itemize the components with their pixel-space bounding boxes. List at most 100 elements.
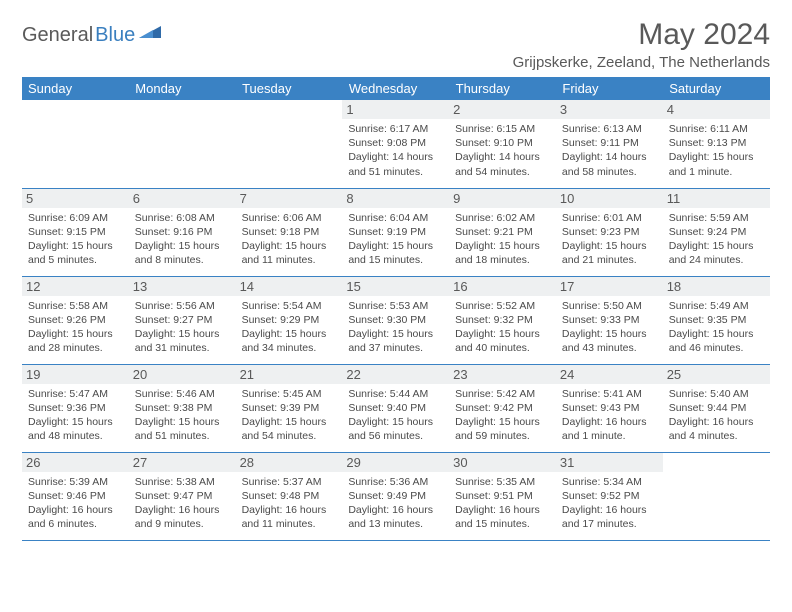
daylight-text: Daylight: 15 hours and 5 minutes. (28, 239, 125, 267)
day-number: 22 (342, 365, 449, 384)
sunrise-text: Sunrise: 5:44 AM (348, 387, 445, 401)
day-details: Sunrise: 5:38 AMSunset: 9:47 PMDaylight:… (133, 475, 232, 532)
calendar-day-cell: 31Sunrise: 5:34 AMSunset: 9:52 PMDayligh… (556, 452, 663, 540)
daylight-text: Daylight: 15 hours and 59 minutes. (455, 415, 552, 443)
sunset-text: Sunset: 9:27 PM (135, 313, 232, 327)
sunrise-text: Sunrise: 6:17 AM (348, 122, 445, 136)
day-number: 6 (129, 189, 236, 208)
empty-day (22, 100, 129, 119)
calendar-day-cell: 17Sunrise: 5:50 AMSunset: 9:33 PMDayligh… (556, 276, 663, 364)
day-number: 29 (342, 453, 449, 472)
sunset-text: Sunset: 9:51 PM (455, 489, 552, 503)
daylight-text: Daylight: 15 hours and 24 minutes. (669, 239, 766, 267)
calendar-day-cell: 27Sunrise: 5:38 AMSunset: 9:47 PMDayligh… (129, 452, 236, 540)
calendar-day-cell (22, 100, 129, 188)
day-number: 15 (342, 277, 449, 296)
daylight-text: Daylight: 14 hours and 54 minutes. (455, 150, 552, 178)
day-number: 23 (449, 365, 556, 384)
sunset-text: Sunset: 9:48 PM (242, 489, 339, 503)
day-number: 16 (449, 277, 556, 296)
daylight-text: Daylight: 16 hours and 9 minutes. (135, 503, 232, 531)
day-number: 11 (663, 189, 770, 208)
day-number: 12 (22, 277, 129, 296)
calendar-day-cell: 8Sunrise: 6:04 AMSunset: 9:19 PMDaylight… (342, 188, 449, 276)
calendar-day-cell: 19Sunrise: 5:47 AMSunset: 9:36 PMDayligh… (22, 364, 129, 452)
sunset-text: Sunset: 9:38 PM (135, 401, 232, 415)
day-details: Sunrise: 5:46 AMSunset: 9:38 PMDaylight:… (133, 387, 232, 444)
sunset-text: Sunset: 9:30 PM (348, 313, 445, 327)
day-number: 25 (663, 365, 770, 384)
day-number: 28 (236, 453, 343, 472)
calendar-week-row: 1Sunrise: 6:17 AMSunset: 9:08 PMDaylight… (22, 100, 770, 188)
sunrise-text: Sunrise: 6:15 AM (455, 122, 552, 136)
daylight-text: Daylight: 15 hours and 28 minutes. (28, 327, 125, 355)
daylight-text: Daylight: 15 hours and 43 minutes. (562, 327, 659, 355)
sunset-text: Sunset: 9:18 PM (242, 225, 339, 239)
day-details: Sunrise: 6:06 AMSunset: 9:18 PMDaylight:… (240, 211, 339, 268)
weekday-header-row: Sunday Monday Tuesday Wednesday Thursday… (22, 77, 770, 100)
calendar-day-cell: 25 Sunrise: 5:40 AMSunset: 9:44 PMDayligh… (663, 364, 770, 452)
sunrise-text: Sunrise: 5:39 AM (28, 475, 125, 489)
daylight-text: Daylight: 15 hours and 46 minutes. (669, 327, 766, 355)
sunset-text: Sunset: 9:16 PM (135, 225, 232, 239)
sunset-text: Sunset: 9:49 PM (348, 489, 445, 503)
sunset-text: Sunset: 9:19 PM (348, 225, 445, 239)
calendar-week-row: 12 Sunrise: 5:58 AMSunset: 9:26 PMDayligh… (22, 276, 770, 364)
sunrise-text: Sunrise: 6:13 AM (562, 122, 659, 136)
calendar-day-cell: 15Sunrise: 5:53 AMSunset: 9:30 PMDayligh… (342, 276, 449, 364)
calendar-day-cell: 24Sunrise: 5:41 AMSunset: 9:43 PMDayligh… (556, 364, 663, 452)
day-details: Sunrise: 5:58 AMSunset: 9:26 PMDaylight:… (26, 299, 125, 356)
daylight-text: Daylight: 15 hours and 18 minutes. (455, 239, 552, 267)
daylight-text: Daylight: 15 hours and 48 minutes. (28, 415, 125, 443)
daylight-text: Daylight: 15 hours and 40 minutes. (455, 327, 552, 355)
weekday-header: Friday (556, 77, 663, 100)
day-number: 18 (663, 277, 770, 296)
calendar-day-cell: 13Sunrise: 5:56 AMSunset: 9:27 PMDayligh… (129, 276, 236, 364)
weekday-header: Tuesday (236, 77, 343, 100)
logo-text-2: Blue (95, 24, 135, 47)
sunset-text: Sunset: 9:44 PM (669, 401, 766, 415)
sunrise-text: Sunrise: 5:36 AM (348, 475, 445, 489)
title-block: May 2024 Grijpskerke, Zeeland, The Nethe… (513, 18, 770, 71)
day-details: Sunrise: 5:59 AMSunset: 9:24 PMDaylight:… (667, 211, 766, 268)
logo-text-1: General (22, 24, 93, 47)
sunrise-text: Sunrise: 5:50 AM (562, 299, 659, 313)
day-number: 21 (236, 365, 343, 384)
sunset-text: Sunset: 9:46 PM (28, 489, 125, 503)
sunrise-text: Sunrise: 5:37 AM (242, 475, 339, 489)
daylight-text: Daylight: 15 hours and 21 minutes. (562, 239, 659, 267)
day-details: Sunrise: 6:04 AMSunset: 9:19 PMDaylight:… (346, 211, 445, 268)
sunrise-text: Sunrise: 6:06 AM (242, 211, 339, 225)
day-number: 17 (556, 277, 663, 296)
calendar-week-row: 19Sunrise: 5:47 AMSunset: 9:36 PMDayligh… (22, 364, 770, 452)
logo-triangle-icon (139, 22, 161, 43)
daylight-text: Daylight: 15 hours and 1 minute. (669, 150, 766, 178)
sunrise-text: Sunrise: 5:42 AM (455, 387, 552, 401)
calendar-day-cell: 12 Sunrise: 5:58 AMSunset: 9:26 PMDayligh… (22, 276, 129, 364)
day-details: Sunrise: 5:42 AMSunset: 9:42 PMDaylight:… (453, 387, 552, 444)
day-details: Sunrise: 5:40 AMSunset: 9:44 PMDaylight:… (667, 387, 766, 444)
day-details: Sunrise: 5:47 AMSunset: 9:36 PMDaylight:… (26, 387, 125, 444)
day-number: 4 (663, 100, 770, 119)
day-number: 9 (449, 189, 556, 208)
calendar-day-cell: 30Sunrise: 5:35 AMSunset: 9:51 PMDayligh… (449, 452, 556, 540)
sunset-text: Sunset: 9:52 PM (562, 489, 659, 503)
calendar-day-cell: 9 Sunrise: 6:02 AMSunset: 9:21 PMDaylight… (449, 188, 556, 276)
sunrise-text: Sunrise: 5:41 AM (562, 387, 659, 401)
sunrise-text: Sunrise: 5:38 AM (135, 475, 232, 489)
calendar-day-cell: 29Sunrise: 5:36 AMSunset: 9:49 PMDayligh… (342, 452, 449, 540)
day-number: 1 (342, 100, 449, 119)
day-details: Sunrise: 5:52 AMSunset: 9:32 PMDaylight:… (453, 299, 552, 356)
sunrise-text: Sunrise: 6:09 AM (28, 211, 125, 225)
day-details: Sunrise: 6:02 AMSunset: 9:21 PMDaylight:… (453, 211, 552, 268)
daylight-text: Daylight: 14 hours and 58 minutes. (562, 150, 659, 178)
sunrise-text: Sunrise: 5:53 AM (348, 299, 445, 313)
day-details: Sunrise: 5:49 AMSunset: 9:35 PMDaylight:… (667, 299, 766, 356)
sunrise-text: Sunrise: 5:47 AM (28, 387, 125, 401)
daylight-text: Daylight: 15 hours and 54 minutes. (242, 415, 339, 443)
calendar-day-cell: 3Sunrise: 6:13 AMSunset: 9:11 PMDaylight… (556, 100, 663, 188)
day-number: 13 (129, 277, 236, 296)
sunrise-text: Sunrise: 6:04 AM (348, 211, 445, 225)
sunset-text: Sunset: 9:47 PM (135, 489, 232, 503)
sunset-text: Sunset: 9:11 PM (562, 136, 659, 150)
